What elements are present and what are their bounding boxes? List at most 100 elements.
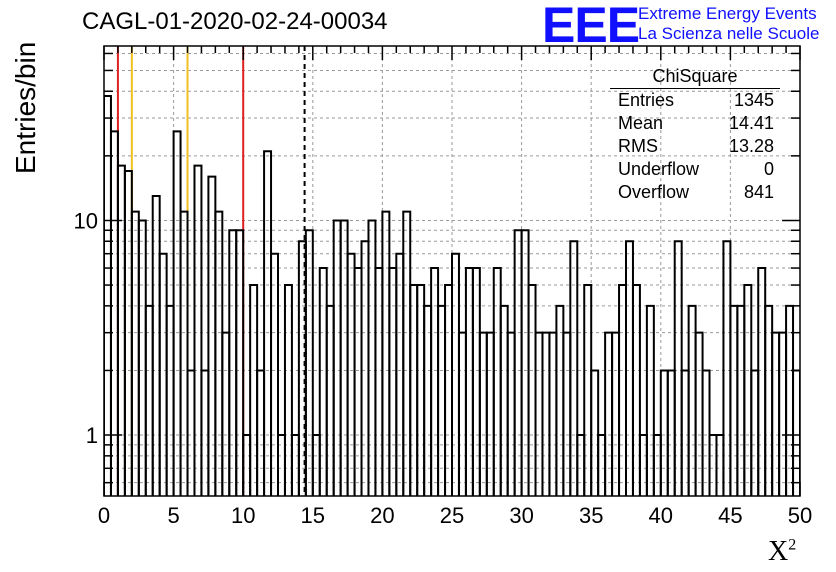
histogram-bin: [757, 267, 767, 496]
stats-value: 841: [743, 182, 774, 202]
histogram-bin: [471, 267, 481, 496]
y-axis-label: Entries/bin: [10, 41, 41, 174]
x-axis-label-sup: 2: [788, 536, 797, 554]
histogram-bin: [388, 267, 398, 496]
stats-value: 1345: [733, 90, 774, 110]
histogram-bin: [270, 252, 279, 496]
x-tick-label: 5: [167, 503, 179, 528]
histogram-bin: [346, 252, 356, 496]
histogram-bin: [437, 304, 447, 496]
histogram-bin: [778, 331, 788, 496]
chart-title: CAGL-01-2020-02-24-00034: [82, 8, 388, 35]
histogram-bin: [214, 210, 224, 496]
histogram-bin: [485, 331, 495, 496]
histogram-bin: [423, 304, 433, 496]
histogram-bin: [409, 284, 419, 496]
histogram-bin: [165, 304, 175, 496]
histogram-bin: [457, 331, 467, 496]
y-tick-label: 1: [86, 423, 98, 448]
histogram-bin: [228, 229, 238, 496]
histogram-bin: [158, 252, 168, 496]
histogram-bin: [130, 210, 140, 496]
histogram-bin: [277, 434, 286, 496]
y-tick-label: 10: [74, 208, 98, 233]
histogram-bin: [332, 219, 342, 496]
histogram-bin: [729, 304, 739, 496]
histogram-bin: [172, 130, 182, 496]
histogram-bin: [673, 240, 683, 496]
histogram-bin: [395, 252, 405, 496]
stats-title: ChiSquare: [610, 66, 780, 89]
histogram-bin: [464, 267, 474, 496]
histogram-bin: [207, 175, 217, 496]
histogram-bin: [478, 331, 488, 496]
x-tick-label: 20: [370, 503, 394, 528]
axes: 0 5 10 15 20 25 30 35 40 45 50 1 10: [74, 45, 812, 528]
histogram-bin: [451, 252, 460, 496]
x-axis-label-main: X: [768, 536, 789, 567]
histogram-bin: [109, 130, 119, 496]
x-tick-label: 0: [98, 503, 110, 528]
histogram-bin: [562, 331, 572, 496]
x-tick-label: 30: [509, 503, 533, 528]
histogram-bin: [116, 164, 126, 496]
histogram-bin: [186, 369, 196, 496]
stats-row-rms: RMS 13.28: [610, 135, 780, 158]
x-tick-label: 40: [649, 503, 673, 528]
histogram-bin: [290, 434, 300, 496]
histogram-bin: [381, 210, 391, 496]
stats-row-overflow: Overflow 841: [610, 181, 780, 204]
histogram-bin: [374, 267, 384, 496]
x-tick-label: 45: [718, 503, 742, 528]
histogram-bin: [569, 240, 579, 496]
x-tick-label: 15: [301, 503, 325, 528]
histogram-bin: [123, 169, 133, 496]
histogram-bin: [555, 304, 565, 496]
histogram-bin: [807, 333, 814, 516]
histogram-bin: [513, 229, 523, 496]
histogram-bin: [694, 331, 704, 496]
stats-value: 14.41: [728, 113, 774, 133]
logo-line-2: La Scienza nelle Scuole: [638, 24, 820, 43]
logo-mark: EEE: [542, 0, 640, 53]
histogram-bin: [548, 331, 558, 496]
histogram-bin: [764, 304, 774, 496]
stats-label: Underflow: [618, 159, 700, 179]
stats-box: ChiSquare Entries 1345 Mean 14.41 RMS 13…: [610, 66, 780, 204]
histogram-bin: [367, 219, 377, 496]
histogram-bin: [618, 284, 627, 496]
histogram-bin: [200, 369, 210, 496]
histogram-bin: [631, 284, 641, 496]
histogram-bin: [506, 331, 516, 496]
histogram-bin: [604, 331, 614, 496]
logo-line-1: Extreme Energy Events: [638, 4, 817, 23]
stats-label: RMS: [618, 136, 658, 156]
x-tick-label: 10: [231, 503, 255, 528]
stats-row-entries: Entries 1345: [610, 89, 780, 112]
histogram-bin: [541, 331, 551, 496]
histogram-bin: [743, 284, 753, 496]
histogram-bin: [771, 331, 781, 496]
histogram-bin: [193, 164, 203, 496]
x-tick-label: 25: [440, 503, 464, 528]
histogram-bin: [590, 369, 600, 496]
stats-row-underflow: Underflow 0: [610, 158, 780, 181]
histogram-bin: [256, 369, 266, 496]
histogram-bin: [785, 304, 795, 496]
histogram-bin: [799, 369, 800, 496]
stats-value: 13.28: [728, 136, 774, 156]
histogram-bin: [680, 369, 690, 496]
histogram-bin: [611, 331, 621, 496]
histogram-bin: [235, 229, 245, 496]
histogram-bin: [659, 369, 669, 496]
histogram-bin: [583, 284, 593, 496]
histogram-bin: [318, 267, 328, 496]
histogram-bin: [534, 331, 544, 496]
histogram-bin: [249, 284, 259, 496]
histogram-bin: [625, 240, 634, 496]
histogram-bin: [144, 304, 154, 496]
stats-label: Mean: [618, 113, 664, 133]
histogram-bin: [353, 267, 363, 496]
histogram-bin: [645, 304, 655, 496]
